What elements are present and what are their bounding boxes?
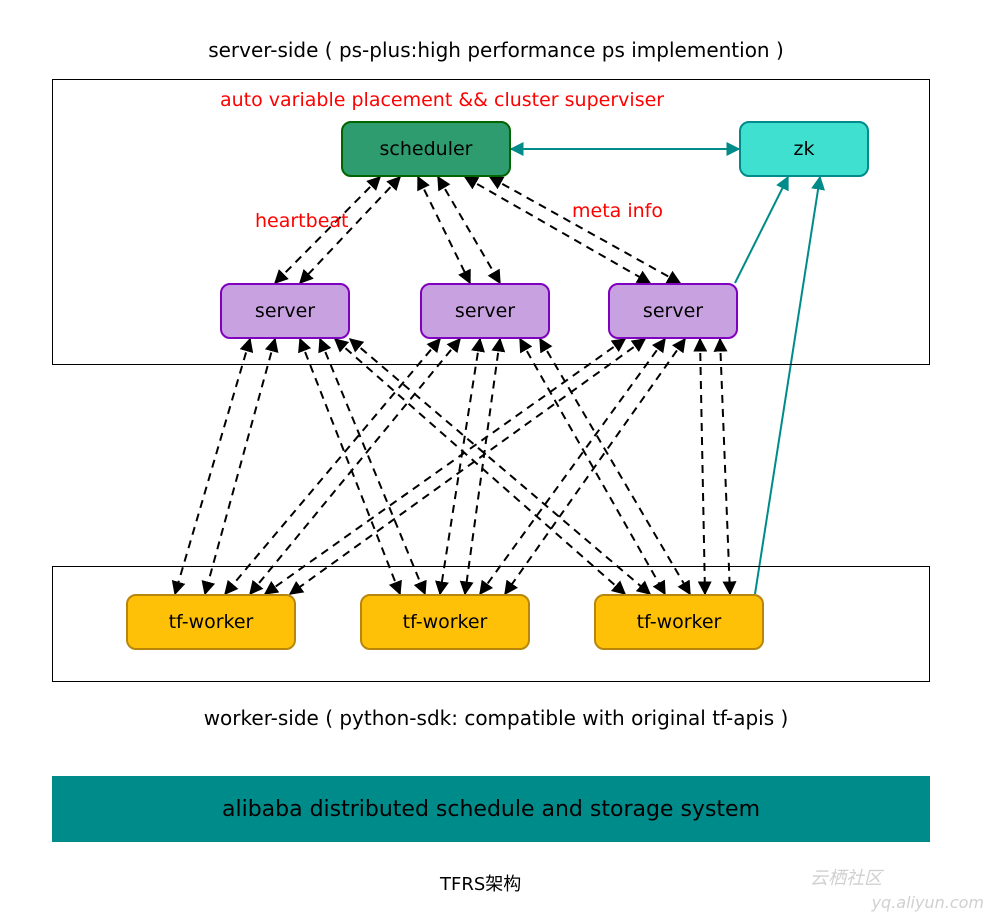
heartbeat-label: heartbeat: [255, 210, 348, 232]
metainfo-label: meta info: [572, 200, 663, 222]
worker3-node: tf-worker: [594, 594, 764, 650]
server3-label: server: [643, 300, 703, 322]
server1-node: server: [220, 283, 350, 339]
footer-text: alibaba distributed schedule and storage…: [222, 797, 760, 822]
worker-side-title: worker-side ( python-sdk: compatible wit…: [0, 706, 992, 730]
zk-label: zk: [794, 138, 815, 160]
footer-box: alibaba distributed schedule and storage…: [52, 776, 930, 842]
worker2-node: tf-worker: [360, 594, 530, 650]
server2-node: server: [420, 283, 550, 339]
worker1-node: tf-worker: [126, 594, 296, 650]
scheduler-node: scheduler: [341, 121, 511, 177]
server3-node: server: [608, 283, 738, 339]
diagram-caption: TFRS架构: [440, 870, 521, 896]
server1-label: server: [255, 300, 315, 322]
watermark-1: 云栖社区: [810, 864, 882, 890]
watermark-2: yq.aliyun.com: [872, 893, 984, 912]
server2-label: server: [455, 300, 515, 322]
scheduler-label: scheduler: [380, 138, 473, 160]
server-subtitle: auto variable placement && cluster super…: [220, 89, 664, 111]
worker1-label: tf-worker: [169, 611, 254, 633]
server-side-title: server-side ( ps-plus:high performance p…: [0, 38, 992, 62]
zk-node: zk: [739, 121, 869, 177]
worker3-label: tf-worker: [637, 611, 722, 633]
worker2-label: tf-worker: [403, 611, 488, 633]
